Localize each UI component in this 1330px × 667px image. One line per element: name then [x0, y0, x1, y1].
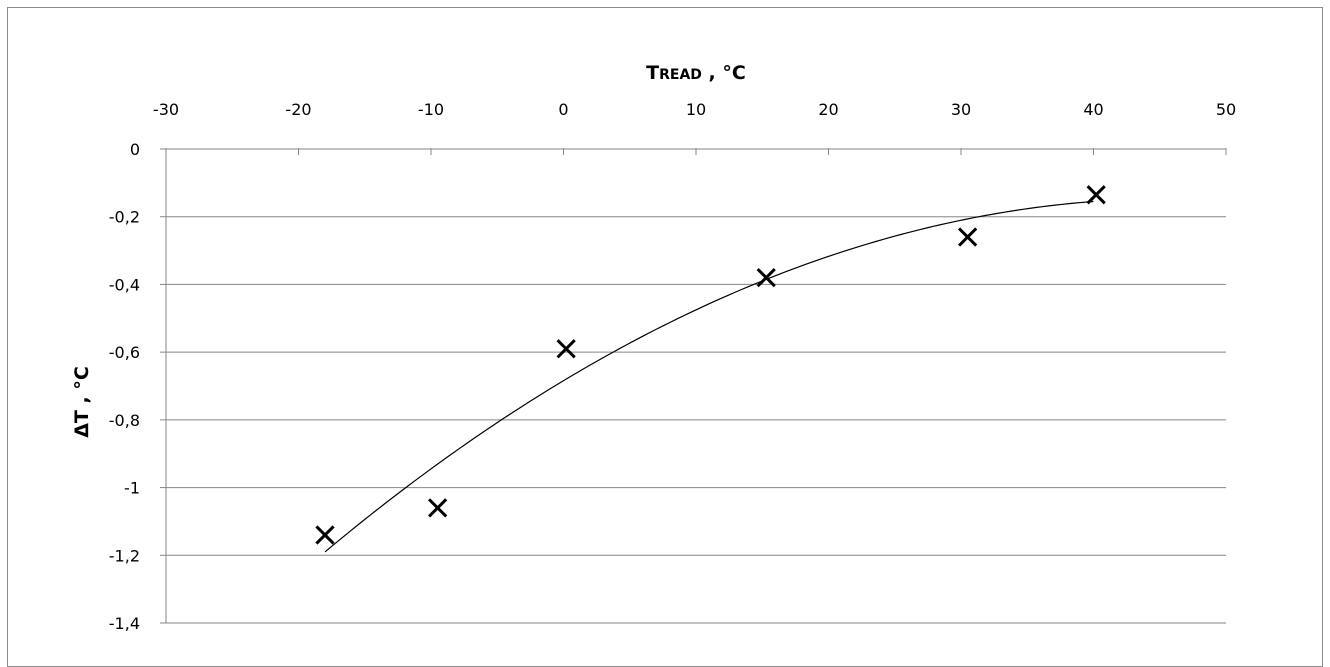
- marker-stroke: [1086, 185, 1106, 205]
- x-tick-label: 0: [558, 100, 568, 119]
- y-tick-label: -0,4: [109, 275, 140, 294]
- x-tick-label: 50: [1216, 100, 1236, 119]
- data-point: [756, 268, 776, 288]
- x-tick-label: -20: [285, 100, 311, 119]
- trendline: [324, 200, 1094, 553]
- y-tick-label: -0,8: [109, 411, 140, 430]
- marker-stroke: [958, 227, 978, 247]
- x-tick-label: 10: [686, 100, 706, 119]
- x-tick-label: -10: [418, 100, 444, 119]
- y-tick-label: 0: [130, 140, 140, 159]
- y-tick-label: -0,6: [109, 343, 140, 362]
- y-axis-title: ΔT , °C: [71, 366, 93, 438]
- y-tick-label: -0,2: [109, 208, 140, 227]
- axes: [160, 148, 1227, 624]
- x-axis-title: TREAD , °C: [646, 62, 746, 84]
- marker-stroke: [315, 525, 335, 545]
- data-point: [315, 525, 335, 545]
- y-tick-label: -1,2: [109, 546, 140, 565]
- x-tick-label: 40: [1083, 100, 1103, 119]
- x-tick-label: 30: [951, 100, 971, 119]
- trendline-layer: [324, 200, 1094, 553]
- x-tick-label: -30: [153, 100, 179, 119]
- data-point: [556, 339, 576, 359]
- x-axis-title-main: T: [646, 62, 659, 84]
- chart-frame: 0 -0,2 -0,4 -0,6 -0,8 -1 -1,2 -1,4 -30 -20 -10 0 10 2…: [7, 7, 1323, 667]
- grid-lines: [166, 216, 1226, 624]
- data-point: [1086, 185, 1106, 205]
- x-axis-title-smallcaps: READ: [659, 67, 702, 83]
- marker-stroke: [756, 268, 776, 288]
- tick-labels: 0 -0,2 -0,4 -0,6 -0,8 -1 -1,2 -1,4 -30 -20 -10 0 10 2…: [109, 100, 1236, 633]
- x-tick-label: 20: [818, 100, 838, 119]
- data-point: [428, 498, 448, 518]
- y-tick-label: -1: [124, 479, 140, 498]
- y-tick-label: -1,4: [109, 614, 140, 633]
- chart-svg: 0 -0,2 -0,4 -0,6 -0,8 -1 -1,2 -1,4 -30 -20 -10 0 10 2…: [71, 62, 1236, 633]
- x-axis-title-unit: , °C: [702, 62, 746, 84]
- marker-stroke: [428, 498, 448, 518]
- marker-stroke: [556, 339, 576, 359]
- data-markers: [315, 185, 1106, 545]
- data-point: [958, 227, 978, 247]
